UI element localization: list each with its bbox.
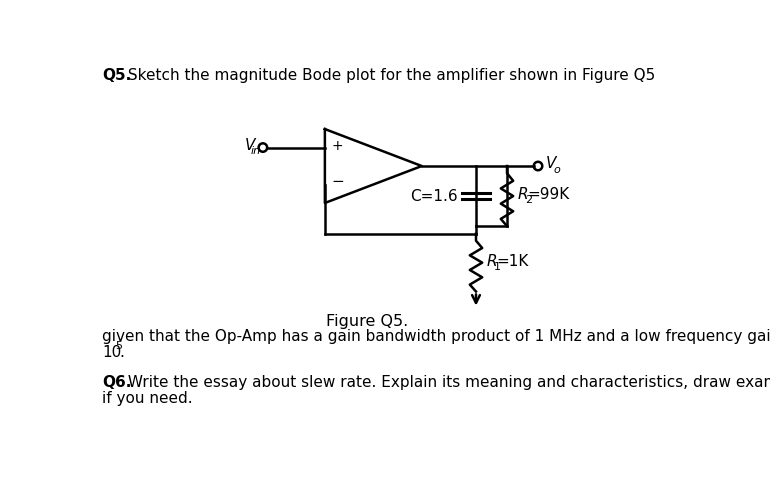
Text: Q5.: Q5. [102, 68, 132, 83]
Text: =99K: =99K [527, 187, 569, 202]
Text: o: o [554, 165, 561, 175]
Text: Write the essay about slew rate. Explain its meaning and characteristics, draw e: Write the essay about slew rate. Explain… [122, 375, 770, 390]
Text: −: − [331, 174, 343, 189]
Text: Figure Q5.: Figure Q5. [326, 314, 409, 329]
Text: V: V [245, 138, 255, 153]
Text: C=1.6: C=1.6 [410, 189, 457, 204]
Text: +: + [331, 139, 343, 153]
Text: 5: 5 [116, 341, 122, 351]
Text: 1: 1 [494, 261, 500, 271]
Text: Q6.: Q6. [102, 375, 132, 390]
Text: .: . [119, 345, 125, 360]
Text: 2: 2 [525, 195, 532, 205]
Text: =1K: =1K [496, 253, 528, 268]
Text: R: R [487, 253, 497, 268]
Text: 10: 10 [102, 345, 122, 360]
Text: if you need.: if you need. [102, 391, 193, 406]
Text: in: in [250, 146, 260, 156]
Text: given that the Op-Amp has a gain bandwidth product of 1 MHz and a low frequency : given that the Op-Amp has a gain bandwid… [102, 329, 770, 344]
Text: R: R [518, 187, 528, 202]
Text: Sketch the magnitude Bode plot for the amplifier shown in Figure Q5: Sketch the magnitude Bode plot for the a… [122, 68, 654, 83]
Text: V: V [546, 156, 556, 171]
